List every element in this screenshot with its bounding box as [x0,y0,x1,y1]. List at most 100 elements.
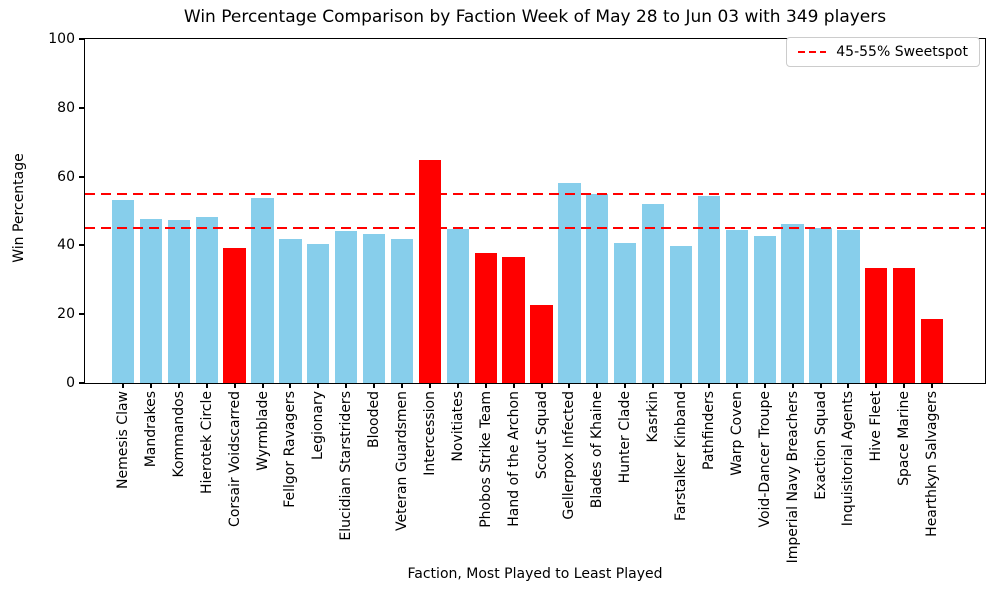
y-tick-label: 20 [57,306,75,323]
x-tick-mark [289,383,292,388]
x-tick-label: Void-Dancer Troupe [756,391,773,528]
x-tick-label: Wyrmblade [254,391,271,471]
legend-label: 45-55% Sweetspot [836,44,968,60]
x-tick-label: Scout Squad [533,391,550,480]
bar-novitiates [446,229,469,383]
x-tick-label: Hunter Clade [617,391,634,484]
x-tick-mark [122,383,124,388]
plot-area: Nemesis Claw Mandrakes Kommandos Hierotek C… [48,31,986,563]
x-tick-mark [484,383,487,388]
bar-blooded [362,234,386,383]
x-tick-label: Hearthkyn Salvagers [924,391,941,537]
bar-wyrmblade [251,197,274,383]
x-tick-mark [512,383,515,388]
y-tick-mark [79,313,84,316]
x-tick-label: Space Marine [896,391,913,486]
x-tick-mark [177,383,180,388]
bar-gellerpox-infected [558,183,581,383]
x-tick-label: Intercession [421,391,438,476]
x-tick-label: Legionary [310,391,327,461]
x-tick-label: Exaction Squad [812,391,829,500]
y-tick-label: 60 [57,168,75,185]
x-tick-mark [763,383,766,388]
y-tick-mark [79,382,84,384]
y-tick-mark [79,244,84,247]
reference-line-45 [85,227,985,230]
bar-warp-coven [725,230,748,383]
bar-void-dancer-troupe [753,236,776,383]
x-tick-label: Blades of Khaine [589,391,606,509]
bar-imperial-navy-breachers [781,224,804,383]
x-tick-label: Corsair Voidscarred [226,391,243,527]
x-tick-mark [903,383,906,388]
x-tick-label: Pathfinders [700,391,717,470]
x-tick-mark [847,383,850,388]
x-tick-mark [456,383,459,388]
x-tick-label: Imperial Navy Breachers [784,391,801,564]
x-tick-mark [540,383,543,388]
bar-hand-of-the-archon [502,256,525,383]
bar-kasrkin [641,203,665,383]
bar-hearthkyn-salvagers [920,319,944,383]
x-tick-mark [428,383,431,388]
x-tick-label: Nemesis Claw [115,391,131,489]
bar-space-marine [893,268,916,383]
x-tick-mark [624,383,627,388]
x-tick-label: Blooded [366,391,383,449]
x-tick-label: Hand of the Archon [505,391,522,527]
bar-exaction-squad [809,227,832,383]
bar-intercession [418,160,442,383]
x-tick-label: Mandrakes [142,391,159,468]
bar-hierotek-circle [195,216,218,383]
bar-corsair-voidscarred [223,248,246,383]
x-tick-mark [261,383,264,388]
x-tick-label: Elucidian Starstriders [338,391,355,541]
bar-veteran-guardsmen [390,238,414,383]
bar-elucidian-starstriders [335,230,358,383]
x-tick-mark [652,383,655,388]
x-tick-label: Kasrkin [645,391,662,443]
y-tick-label: 80 [57,99,75,116]
bar-scout-squad [530,304,553,383]
x-tick-mark [791,383,794,388]
y-tick-label: 0 [66,375,75,391]
bar-nemesis-claw [111,200,135,383]
bar-inquisitorial-agents [837,230,860,383]
bar-kommandos [167,219,190,383]
x-tick-mark [233,383,236,388]
x-tick-label: Warp Coven [728,391,745,476]
x-tick-label: Inquisitorial Agents [840,391,857,527]
x-tick-label: Veteran Guardsmen [394,391,410,531]
bar-mandrakes [139,218,163,383]
x-tick-mark [707,383,710,388]
x-tick-mark [819,383,822,388]
x-tick-label: Fellgor Ravagers [282,391,299,508]
x-axis-label: Faction, Most Played to Least Played [407,566,663,582]
x-tick-label: Phobos Strike Team [477,391,494,528]
bar-hive-fleet [865,268,888,383]
x-tick-label: Gellerpox Infected [561,391,578,520]
bar-legionary [307,243,330,383]
y-tick-mark [79,106,84,109]
x-tick-mark [568,383,571,388]
y-tick-mark [79,38,84,40]
y-tick-mark [79,175,84,178]
y-tick-label: 100 [48,31,75,47]
chart-title: Win Percentage Comparison by Faction Wee… [183,7,887,27]
x-tick-mark [149,383,152,388]
x-tick-mark [680,383,682,388]
x-tick-mark [205,383,208,388]
x-tick-mark [596,383,599,388]
x-tick-mark [875,383,878,388]
bar-blades-of-khaine [586,193,609,383]
bar-fellgor-ravagers [279,238,302,383]
x-tick-label: Novitiates [449,391,466,462]
bar-hunter-clade [614,242,637,383]
legend: 45-55% Sweetspot [786,37,980,67]
x-tick-label: Farstalker Kinband [673,391,689,521]
bar-farstalker-kinband [669,246,693,383]
bar-phobos-strike-team [474,252,497,383]
x-tick-mark [373,383,376,388]
x-tick-mark [345,383,348,388]
